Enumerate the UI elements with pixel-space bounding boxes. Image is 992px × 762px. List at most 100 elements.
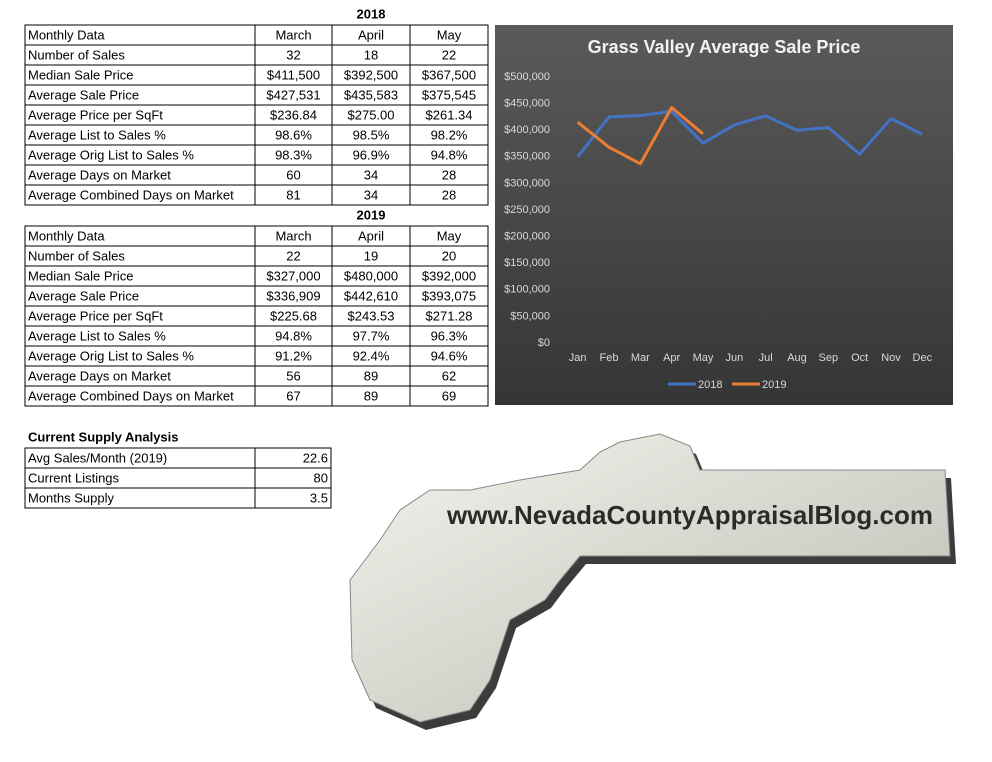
cell-value: 62 <box>442 368 456 383</box>
series-line <box>576 106 704 166</box>
cell-value: $393,075 <box>422 288 476 303</box>
cell-value: 22 <box>442 47 456 62</box>
row-label: Average Days on Market <box>28 368 171 383</box>
row-label: Average Sale Price <box>28 288 139 303</box>
cell-value: $435,583 <box>344 87 398 102</box>
cell <box>409 184 489 206</box>
cell-value: 98.3% <box>275 147 312 162</box>
row-label: Average Sale Price <box>28 87 139 102</box>
cell-value: 81 <box>286 187 300 202</box>
row-label: Months Supply <box>28 490 114 505</box>
y-tick-label: $100,000 <box>504 284 550 296</box>
x-tick-label: Jul <box>759 352 773 364</box>
cell-value: April <box>358 228 384 243</box>
cell-value: 67 <box>286 388 300 403</box>
cell-value: 80 <box>314 470 328 485</box>
cell-value: $225.68 <box>270 308 317 323</box>
cell-value: $367,500 <box>422 67 476 82</box>
chart-background <box>495 25 953 405</box>
logo: www.NevadaCountyAppraisalBlog.com <box>349 433 956 730</box>
row-label: Average List to Sales % <box>28 127 166 142</box>
cell-value: $480,000 <box>344 268 398 283</box>
cell-value: 94.8% <box>275 328 312 343</box>
cell-value: 28 <box>442 187 456 202</box>
cell-value: 92.4% <box>353 348 390 363</box>
cell-value: $243.53 <box>348 308 395 323</box>
cell-value: 98.5% <box>353 127 390 142</box>
cell-value: $375,545 <box>422 87 476 102</box>
y-tick-label: $150,000 <box>504 257 550 269</box>
x-tick-label: Nov <box>881 352 901 364</box>
cell-value: $275.00 <box>348 107 395 122</box>
cell-value: 22 <box>286 248 300 263</box>
y-tick-label: $0 <box>538 337 550 349</box>
y-tick-label: $350,000 <box>504 151 550 163</box>
legend-label: 2018 <box>698 379 722 391</box>
cell-value: $392,500 <box>344 67 398 82</box>
cell-value: 20 <box>442 248 456 263</box>
cell-value: May <box>437 27 462 42</box>
cell-value: 56 <box>286 368 300 383</box>
cell-value: 18 <box>364 47 378 62</box>
row-label: Average Combined Days on Market <box>28 187 234 202</box>
row-label: Current Listings <box>28 470 120 485</box>
cell-value: 94.6% <box>431 348 468 363</box>
x-tick-label: Jun <box>725 352 743 364</box>
cell-value: May <box>437 228 462 243</box>
x-tick-label: Oct <box>851 352 868 364</box>
logo-text: www.NevadaCountyAppraisalBlog.com <box>446 500 933 530</box>
y-tick-label: $400,000 <box>504 124 550 136</box>
y-tick-label: $200,000 <box>504 231 550 243</box>
row-label: Average List to Sales % <box>28 328 166 343</box>
row-label: Median Sale Price <box>28 268 134 283</box>
chart-title: Grass Valley Average Sale Price <box>588 37 861 57</box>
cell-value: $392,000 <box>422 268 476 283</box>
x-tick-label: Feb <box>600 352 619 364</box>
cell-value: 97.7% <box>353 328 390 343</box>
x-tick-label: Sep <box>819 352 839 364</box>
x-tick-label: May <box>693 352 714 364</box>
x-tick-label: Jan <box>569 352 587 364</box>
cell-value: 96.3% <box>431 328 468 343</box>
cell-value: 69 <box>442 388 456 403</box>
row-label: Average Orig List to Sales % <box>28 147 194 162</box>
y-tick-label: $250,000 <box>504 204 550 216</box>
cell-value: 60 <box>286 167 300 182</box>
cell-value: March <box>275 228 311 243</box>
cell-value: 34 <box>364 187 378 202</box>
row-label: Number of Sales <box>28 47 125 62</box>
cell-value: 34 <box>364 167 378 182</box>
table-year: 2018 <box>357 6 386 21</box>
cell-value: $336,909 <box>266 288 320 303</box>
row-label: Monthly Data <box>28 228 105 243</box>
cell-value: $411,500 <box>267 67 320 82</box>
row-label: Average Orig List to Sales % <box>28 348 194 363</box>
y-tick-label: $500,000 <box>504 71 550 83</box>
cell-value: 89 <box>364 368 378 383</box>
cell-value: March <box>275 27 311 42</box>
legend-label: 2019 <box>762 379 786 391</box>
x-tick-label: Mar <box>631 352 650 364</box>
supply-title: Current Supply Analysis <box>28 429 179 444</box>
cell-value: $271.28 <box>426 308 473 323</box>
y-tick-label: $50,000 <box>510 310 550 322</box>
row-label: Monthly Data <box>28 27 105 42</box>
y-tick-label: $450,000 <box>504 98 550 110</box>
row-label: Average Price per SqFt <box>28 107 163 122</box>
row-label: Average Combined Days on Market <box>28 388 234 403</box>
cell-value: 94.8% <box>431 147 468 162</box>
row-label: Average Days on Market <box>28 167 171 182</box>
row-label: Median Sale Price <box>28 67 134 82</box>
cell-value: April <box>358 27 384 42</box>
cell <box>254 487 332 509</box>
logo-shape <box>349 433 951 723</box>
cell-value: 32 <box>286 47 300 62</box>
row-label: Average Price per SqFt <box>28 308 163 323</box>
series-line <box>576 109 924 158</box>
cell-value: $327,000 <box>266 268 320 283</box>
cell-value: $261.34 <box>426 107 473 122</box>
row-label: Number of Sales <box>28 248 125 263</box>
cell-value: $427,531 <box>266 87 320 102</box>
